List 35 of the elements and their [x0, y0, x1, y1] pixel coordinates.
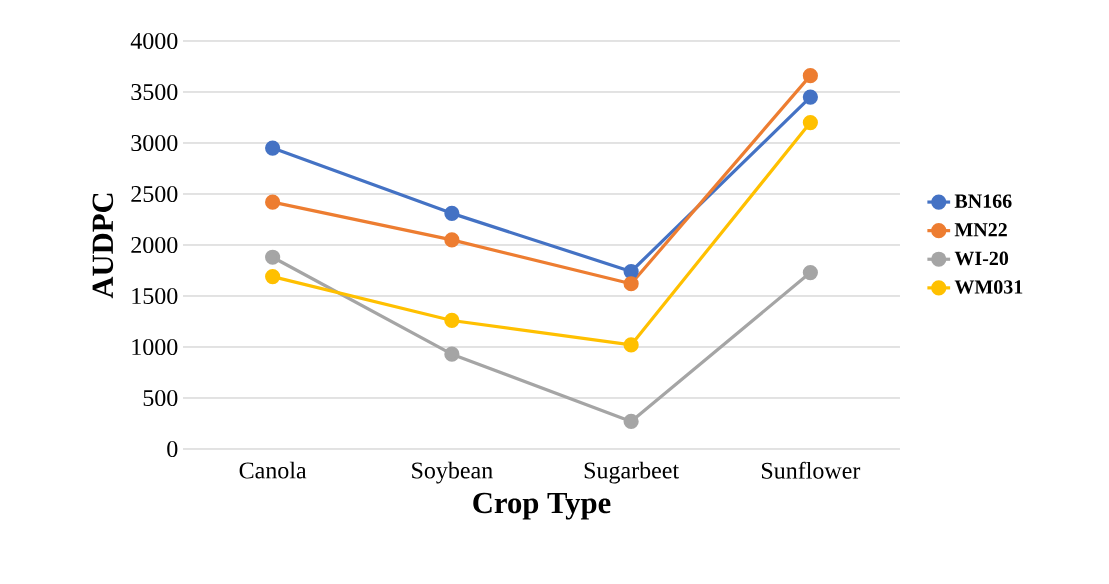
legend-label: WM031	[954, 280, 1023, 294]
point	[444, 312, 460, 329]
point	[623, 276, 639, 292]
point	[802, 89, 818, 105]
point	[265, 269, 281, 285]
point	[802, 68, 818, 84]
point	[802, 264, 818, 281]
x-tick-label: Sugarbeet	[584, 461, 679, 484]
y-tick-label: 2500	[131, 185, 178, 203]
point	[265, 194, 281, 210]
legend-label: BN166	[954, 194, 1012, 208]
point	[802, 114, 818, 131]
y-tick-label: 3000	[131, 134, 178, 152]
y-tick-label: 500	[143, 389, 178, 407]
point	[444, 346, 460, 362]
point	[265, 140, 281, 156]
point	[623, 263, 639, 280]
legend-label: MN22	[954, 223, 1007, 237]
point	[265, 249, 281, 265]
point	[623, 413, 639, 430]
y-tick-label: 0	[167, 440, 178, 458]
x-tick-label: Canola	[239, 461, 307, 479]
y-axis-title: AUDPC	[92, 193, 114, 299]
legend-label: WI-20	[954, 251, 1009, 266]
point	[623, 337, 639, 353]
y-tick-label: 3500	[131, 83, 178, 101]
x-tick-label: Sunflower	[761, 461, 861, 479]
x-axis-title: Crop Type	[473, 492, 611, 520]
y-tick-label: 2000	[131, 236, 178, 254]
point	[444, 232, 460, 248]
x-tick-label: Soybean	[412, 461, 493, 484]
point	[444, 205, 460, 221]
y-tick-label: 1500	[132, 287, 178, 305]
y-tick-label: 4000	[130, 32, 178, 50]
y-tick-label: 1000	[132, 338, 178, 356]
